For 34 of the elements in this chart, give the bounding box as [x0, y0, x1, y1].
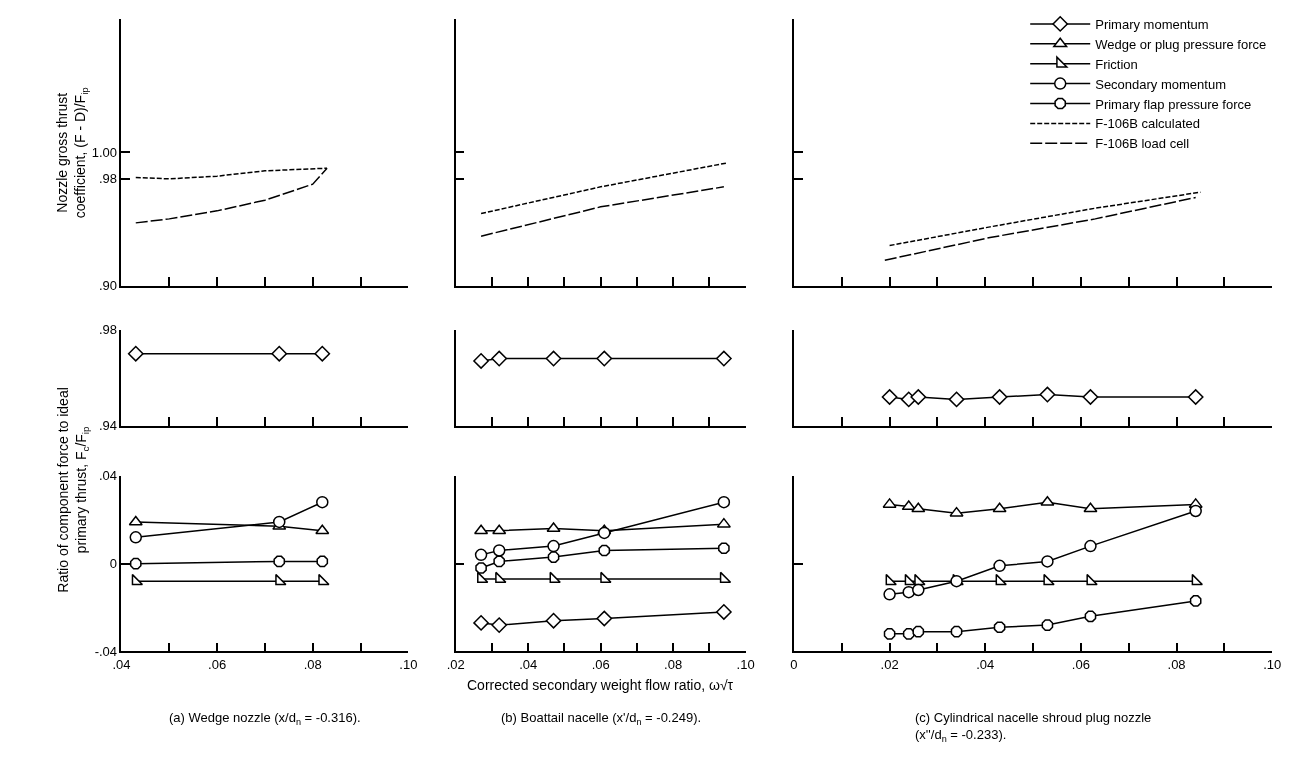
- y-tick-label: -.04: [94, 643, 118, 659]
- legend-label: Secondary momentum: [1095, 76, 1226, 92]
- legend-label: Primary flap pressure force: [1095, 96, 1252, 112]
- x-tick-label: .08: [1167, 656, 1186, 672]
- legend-label: Wedge or plug pressure force: [1095, 36, 1267, 52]
- text: (c) Cylindrical nacelle shroud plug nozzle (x''/d$_{n}$ = -0.233).: [915, 710, 1152, 744]
- x-tick-label: .04: [976, 656, 995, 672]
- text: (b) Boattail nacelle (x'/d$_{n}$ = -0.249).: [501, 710, 702, 727]
- y-tick-label: .04: [98, 468, 118, 484]
- legend-label: F-106B calculated: [1095, 116, 1200, 132]
- x-tick-label: .08: [303, 656, 322, 672]
- x-tick-label: 0: [790, 656, 798, 672]
- x-tick-label: .10: [399, 656, 418, 672]
- x-tick-label: .06: [1071, 656, 1090, 672]
- x-tick-label: .10: [736, 656, 755, 672]
- y-tick-label: .98: [98, 171, 118, 187]
- text: (a) Wedge nozzle (x/d$_{n}$ = -0.316).: [169, 710, 361, 727]
- x-tick-label: .04: [112, 656, 131, 672]
- x-tick-label: .06: [208, 656, 227, 672]
- y-tick-label: 1.00: [91, 144, 118, 160]
- x-tick-label: .04: [519, 656, 538, 672]
- x-tick-label: .06: [591, 656, 610, 672]
- legend-label: F-106B load cell: [1095, 136, 1190, 152]
- y-tick-label: .98: [98, 322, 118, 338]
- x-axis-title: Corrected secondary weight flow ratio, ω√τ: [467, 677, 734, 693]
- y-tick-label: .94: [98, 418, 118, 434]
- x-tick-label: .02: [880, 656, 899, 672]
- x-tick-label: .08: [664, 656, 683, 672]
- x-tick-label: .02: [446, 656, 465, 672]
- y-tick-label: .90: [98, 278, 118, 294]
- legend-label: Primary momentum: [1095, 16, 1209, 32]
- y-tick-label: 0: [109, 556, 118, 572]
- x-tick-label: .10: [1263, 656, 1282, 672]
- legend-label: Friction: [1095, 56, 1138, 72]
